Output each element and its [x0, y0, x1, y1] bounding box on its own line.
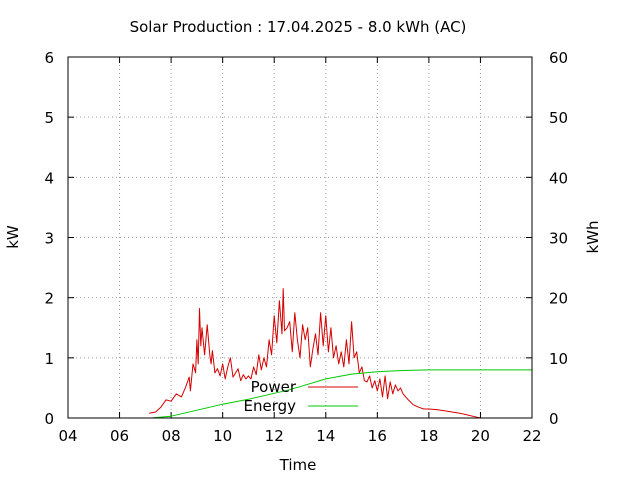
x-tick-label: 06	[110, 427, 129, 445]
x-tick-label: 14	[316, 427, 335, 445]
x-tick-label: 16	[368, 427, 387, 445]
x-tick-label: 20	[471, 427, 490, 445]
legend-label-power: Power	[251, 378, 297, 396]
grid-lines	[68, 57, 532, 418]
y-tick-label-right: 30	[549, 230, 568, 248]
y-tick-label-right: 50	[549, 109, 568, 127]
y-tick-label-right: 60	[549, 49, 568, 67]
y-tick-label-left: 5	[44, 109, 54, 127]
plot-frame	[67, 56, 533, 419]
x-tick-label: 18	[419, 427, 438, 445]
x-tick-label: 04	[58, 427, 77, 445]
energy-series-line	[150, 369, 532, 419]
series-layer	[149, 288, 532, 419]
x-tick-label: 22	[522, 427, 541, 445]
x-tick-label: 12	[265, 427, 284, 445]
y-tick-label-right: 10	[549, 350, 568, 368]
x-tick-label: 10	[213, 427, 232, 445]
y-tick-label-right: 0	[549, 410, 559, 428]
y-tick-label-left: 1	[44, 350, 54, 368]
power-series-line	[149, 288, 481, 419]
x-axis-label: Time	[279, 456, 317, 474]
legend-label-energy: Energy	[243, 397, 296, 415]
y-tick-label-left: 0	[44, 410, 54, 428]
y-axis-label-left: kW	[4, 225, 22, 249]
y-tick-label-right: 20	[549, 290, 568, 308]
y-axis-label-right: kWh	[584, 220, 602, 253]
y-tick-label-left: 3	[44, 230, 54, 248]
y-tick-label-left: 6	[44, 49, 54, 67]
x-tick-label: 08	[162, 427, 181, 445]
chart-title: Solar Production : 17.04.2025 - 8.0 kWh …	[130, 18, 467, 36]
y-tick-label-left: 4	[44, 169, 54, 187]
y-tick-label-left: 2	[44, 290, 54, 308]
y-tick-label-right: 40	[549, 169, 568, 187]
